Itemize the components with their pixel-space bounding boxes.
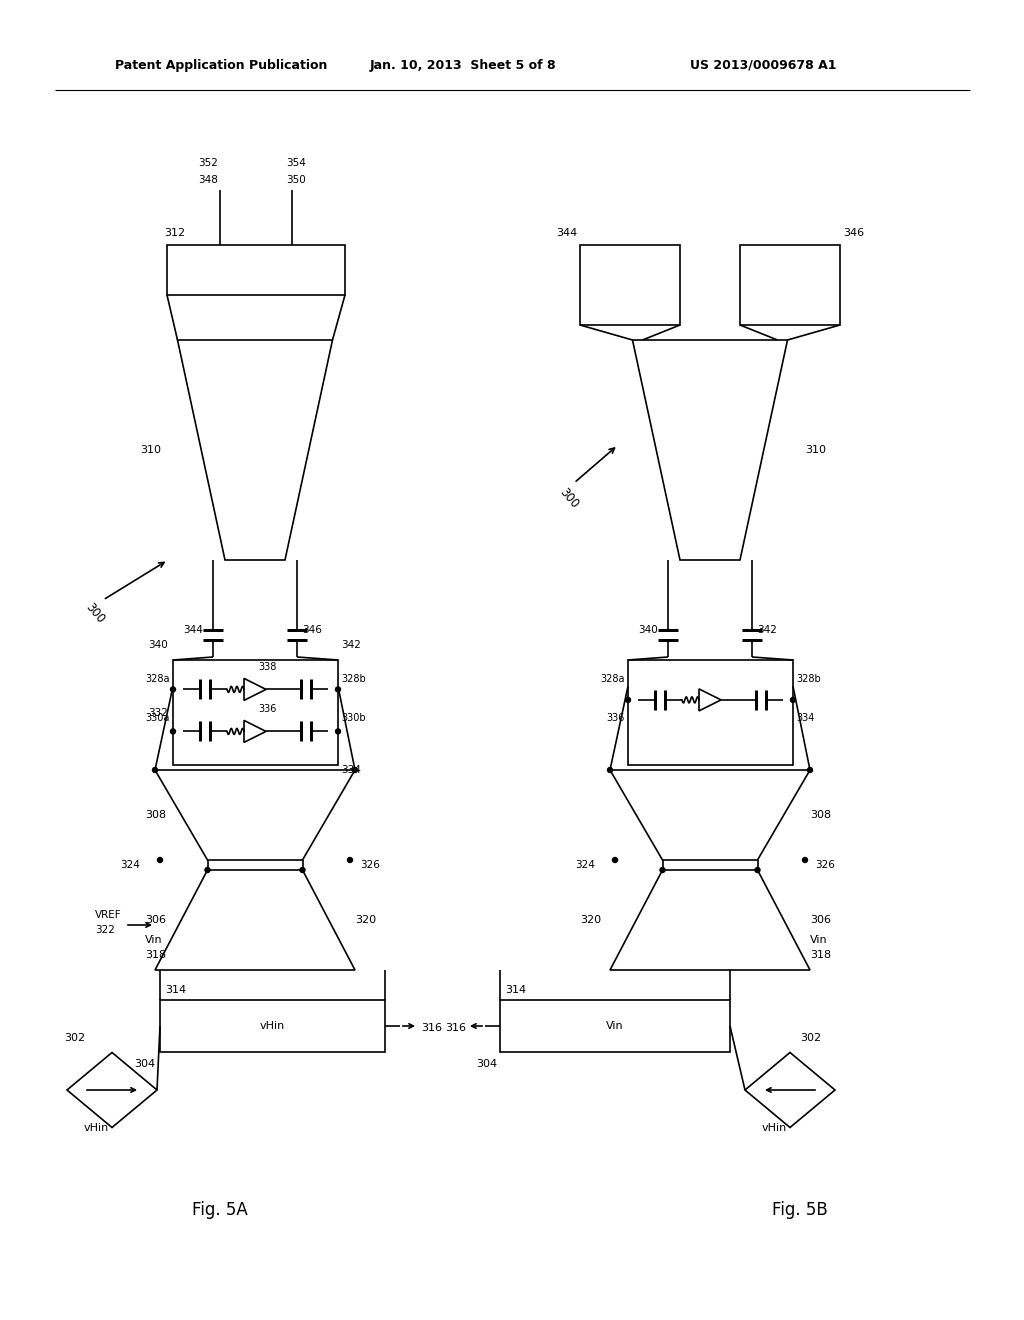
Text: 324: 324 (575, 861, 595, 870)
Text: 316: 316 (421, 1023, 442, 1034)
Circle shape (803, 858, 808, 862)
Circle shape (612, 858, 617, 862)
Circle shape (607, 767, 612, 772)
Circle shape (791, 697, 796, 702)
Text: 342: 342 (341, 640, 360, 649)
Circle shape (347, 858, 352, 862)
Polygon shape (177, 341, 333, 560)
Text: 304: 304 (134, 1059, 155, 1069)
Circle shape (205, 867, 210, 873)
Bar (500, 1001, 730, 1052)
Circle shape (300, 867, 305, 873)
Text: 352: 352 (199, 158, 218, 168)
Text: 322: 322 (95, 925, 115, 935)
Text: 314: 314 (165, 985, 186, 995)
Circle shape (336, 729, 341, 734)
Polygon shape (155, 870, 355, 970)
Text: 320: 320 (580, 915, 601, 925)
Text: 348: 348 (199, 176, 218, 185)
Text: 318: 318 (145, 950, 166, 960)
Text: 334: 334 (796, 713, 814, 723)
Polygon shape (633, 341, 787, 560)
Circle shape (626, 697, 631, 702)
Text: 306: 306 (145, 915, 166, 925)
Text: 308: 308 (145, 810, 166, 820)
Circle shape (336, 686, 341, 692)
Polygon shape (155, 770, 355, 861)
Polygon shape (244, 678, 266, 701)
Text: Vin: Vin (606, 1020, 624, 1031)
Polygon shape (610, 870, 810, 970)
Text: Jan. 10, 2013  Sheet 5 of 8: Jan. 10, 2013 Sheet 5 of 8 (370, 58, 557, 71)
Text: vHin: vHin (260, 1020, 285, 1031)
Text: 320: 320 (355, 915, 376, 925)
Text: 328b: 328b (796, 675, 821, 684)
Text: vHin: vHin (84, 1123, 110, 1133)
Polygon shape (745, 1052, 835, 1127)
Polygon shape (699, 689, 721, 711)
Text: 346: 346 (843, 228, 864, 238)
Polygon shape (610, 770, 810, 861)
Text: Patent Application Publication: Patent Application Publication (115, 58, 328, 71)
Text: 310: 310 (140, 445, 161, 455)
Text: 318: 318 (810, 950, 831, 960)
Text: 304: 304 (476, 1059, 497, 1069)
Text: 326: 326 (815, 861, 835, 870)
Text: 312: 312 (164, 228, 185, 238)
Polygon shape (67, 1052, 157, 1127)
Circle shape (755, 867, 760, 873)
Text: 344: 344 (183, 624, 203, 635)
Text: 314: 314 (505, 985, 526, 995)
Circle shape (171, 686, 175, 692)
Bar (173, 660, 338, 766)
Text: 330b: 330b (341, 713, 366, 723)
Text: Vin: Vin (145, 935, 163, 945)
Bar (160, 1001, 385, 1052)
Bar (167, 246, 345, 294)
Text: 334: 334 (341, 766, 360, 775)
Bar (740, 246, 840, 325)
Text: US 2013/0009678 A1: US 2013/0009678 A1 (690, 58, 837, 71)
Text: Fig. 5A: Fig. 5A (193, 1201, 248, 1218)
Text: 300: 300 (557, 486, 582, 511)
Text: 326: 326 (360, 861, 380, 870)
Text: 336: 336 (606, 713, 625, 723)
Circle shape (171, 729, 175, 734)
Text: 354: 354 (287, 158, 306, 168)
Text: 328a: 328a (145, 675, 170, 684)
Text: 340: 340 (148, 640, 168, 649)
Text: 340: 340 (638, 624, 657, 635)
Circle shape (352, 767, 357, 772)
Text: 344: 344 (556, 228, 577, 238)
Text: 338: 338 (258, 663, 276, 672)
Text: 324: 324 (120, 861, 140, 870)
Polygon shape (244, 721, 266, 742)
Text: 336: 336 (258, 705, 276, 714)
Text: 332: 332 (148, 708, 168, 718)
Text: 302: 302 (63, 1034, 85, 1043)
Text: VREF: VREF (95, 909, 122, 920)
Text: 328b: 328b (341, 675, 366, 684)
Text: Fig. 5B: Fig. 5B (772, 1201, 827, 1218)
Text: 330a: 330a (145, 713, 170, 723)
Text: 350: 350 (287, 176, 306, 185)
Text: 306: 306 (810, 915, 831, 925)
Bar (580, 246, 680, 325)
Circle shape (153, 767, 158, 772)
Circle shape (660, 867, 665, 873)
Text: 302: 302 (800, 1034, 821, 1043)
Text: 328a: 328a (600, 675, 625, 684)
Bar (628, 660, 793, 766)
Text: 308: 308 (810, 810, 831, 820)
Text: 300: 300 (83, 601, 108, 626)
Text: 310: 310 (805, 445, 826, 455)
Text: Vin: Vin (810, 935, 827, 945)
Circle shape (808, 767, 812, 772)
Text: vHin: vHin (762, 1123, 787, 1133)
Text: 346: 346 (302, 624, 322, 635)
Circle shape (158, 858, 163, 862)
Text: 316: 316 (445, 1023, 466, 1034)
Text: 342: 342 (757, 624, 777, 635)
